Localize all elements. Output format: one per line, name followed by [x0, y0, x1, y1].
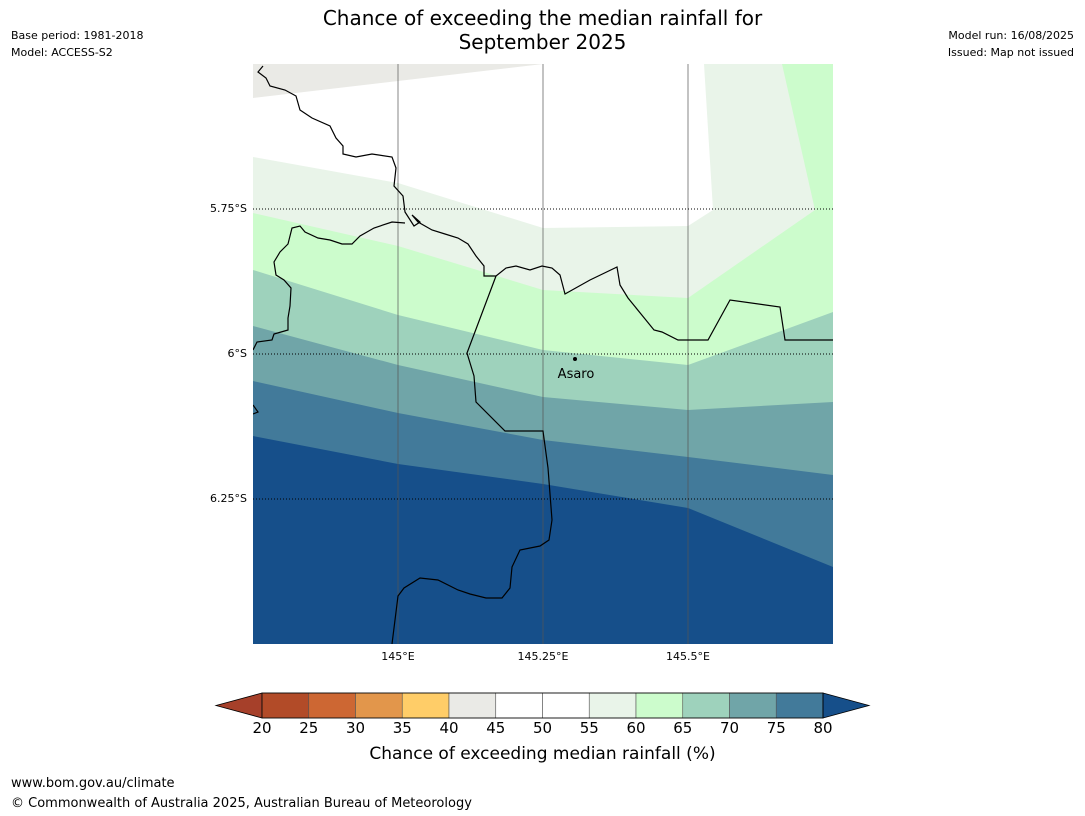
- colorbar-segment: [495, 692, 543, 719]
- lon-label-145-25: 145.25°E: [517, 650, 569, 663]
- footer-url[interactable]: www.bom.gov.au/climate: [11, 776, 175, 791]
- issued-status: Issued: Map not issued: [947, 46, 1074, 59]
- colorbar-label: Chance of exceeding median rainfall (%): [369, 744, 716, 764]
- colorbar-tick-label: 50: [532, 719, 553, 737]
- colorbar-segment: [355, 692, 403, 719]
- colorbar-tick-label: 30: [345, 719, 366, 737]
- meta-right: Model run: 16/08/2025 Issued: Map not is…: [948, 27, 1074, 61]
- colorbar-tick-label: 45: [486, 719, 506, 737]
- asaro-marker: [573, 357, 577, 361]
- colorbar-segment: [775, 692, 824, 719]
- colorbar-tick-label: 25: [299, 719, 319, 737]
- colorbar-tick-label: 80: [813, 719, 833, 737]
- colorbar-extend-high: [822, 692, 871, 719]
- lat-label-6-25: 6.25°S: [210, 492, 247, 505]
- colorbar-frame: [261, 692, 824, 719]
- colorbar-tick-label: 65: [673, 719, 693, 737]
- lat-label-5-75: 5.75°S: [210, 202, 247, 215]
- probability-contours: [253, 64, 833, 644]
- colorbar-tick-label: 60: [626, 719, 646, 737]
- colorbar-tick-label: 55: [579, 719, 599, 737]
- colorbar-segment: [308, 692, 356, 719]
- colorbar-segment: [635, 692, 684, 719]
- colorbar-segment: [729, 692, 777, 719]
- colorbar-segment: [542, 692, 590, 719]
- colorbar-segment: [588, 692, 637, 719]
- boundary-west-edge: [253, 404, 259, 415]
- colorbar-segment: [401, 692, 450, 719]
- base-period: Base period: 1981-2018: [11, 29, 144, 42]
- lon-label-145-5: 145.5°E: [666, 650, 710, 663]
- parallel-lines: [253, 208, 833, 500]
- colorbar-tick-label: 35: [392, 719, 412, 737]
- model-run: Model run: 16/08/2025: [948, 29, 1074, 42]
- title-line-2: September 2025: [458, 30, 627, 54]
- colorbar-tick-label: 40: [439, 719, 459, 737]
- boundary-north: [257, 65, 833, 341]
- colorbar-extend-low: [214, 692, 263, 719]
- colorbar-tick-label: 75: [766, 719, 786, 737]
- footer-copyright: © Commonwealth of Australia 2025, Austra…: [11, 796, 472, 811]
- boundary-central: [391, 275, 553, 644]
- meta-left: Base period: 1981-2018 Model: ACCESS-S2: [11, 27, 143, 61]
- colorbar-tick-label: 20: [252, 719, 272, 737]
- colorbar-segment: [682, 692, 730, 719]
- title-line-1: Chance of exceeding the median rainfall …: [322, 6, 763, 30]
- lat-label-6: 6°S: [227, 347, 247, 360]
- asaro-label: Asaro: [558, 367, 595, 382]
- colorbar-segment: [448, 692, 497, 719]
- model-name: Model: ACCESS-S2: [11, 46, 113, 59]
- boundary-west: [253, 221, 406, 351]
- lon-label-145: 145°E: [381, 650, 415, 663]
- map-title: Chance of exceeding the median rainfall …: [0, 6, 1085, 54]
- province-boundaries: [253, 65, 833, 644]
- colorbar-tick-label: 70: [719, 719, 740, 737]
- colorbar-segment: [261, 692, 310, 719]
